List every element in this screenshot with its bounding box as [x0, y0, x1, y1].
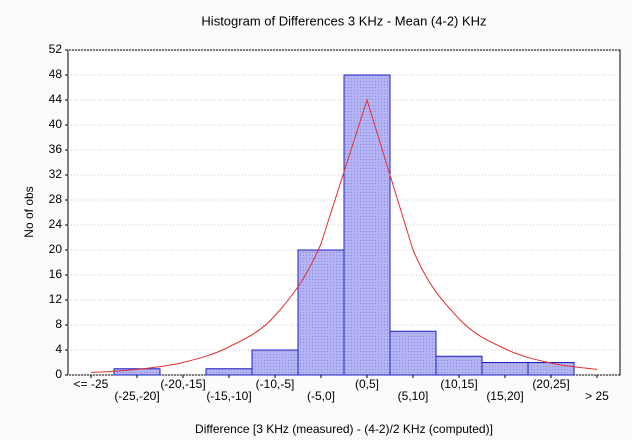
y-tick-label: 40	[49, 117, 63, 131]
x-tick-label: (-25,-20]	[114, 389, 159, 403]
x-tick-label: <= -25	[74, 377, 109, 391]
fit-curve	[90, 98, 598, 373]
y-tick-label: 48	[49, 67, 63, 81]
x-tick-label: (5,10]	[398, 389, 429, 403]
x-tick-label: (-15,-10]	[206, 389, 251, 403]
bar	[389, 330, 437, 376]
y-tick-label: 0	[55, 367, 62, 381]
y-tick-label: 12	[49, 292, 63, 306]
x-tick-label: (-5,0]	[307, 389, 335, 403]
y-tick-label: 4	[55, 342, 62, 356]
y-tick-label: 16	[49, 267, 63, 281]
chart-title: Histogram of Differences 3 KHz - Mean (4…	[201, 13, 486, 28]
x-tick-label: (20,25]	[532, 377, 569, 391]
x-tick-label: (15,20]	[486, 389, 523, 403]
x-tick-label: (10,15]	[440, 377, 477, 391]
bar	[435, 355, 483, 376]
y-tick-label: 44	[49, 92, 63, 106]
y-tick-label: 20	[49, 242, 63, 256]
y-tick-label: 36	[49, 142, 63, 156]
x-tick-label: (-20,-15]	[160, 377, 205, 391]
bar	[481, 362, 529, 376]
y-tick-label: 8	[55, 317, 62, 331]
y-tick-label: 52	[49, 42, 63, 56]
bar	[205, 368, 253, 376]
x-axis-label: Difference [3 KHz (measured) - (4-2)/2 K…	[195, 422, 493, 436]
bar	[527, 362, 575, 376]
y-tick-label: 24	[49, 217, 63, 231]
bar	[251, 349, 299, 376]
y-axis-label: No of obs	[22, 186, 36, 237]
x-tick-label: (-10,-5]	[256, 377, 295, 391]
bar	[297, 249, 345, 376]
x-tick-label: > 25	[585, 389, 609, 403]
y-tick-label: 28	[49, 192, 63, 206]
x-tick-label: (0,5]	[355, 377, 379, 391]
y-tick-label: 32	[49, 167, 63, 181]
bar	[343, 74, 391, 376]
